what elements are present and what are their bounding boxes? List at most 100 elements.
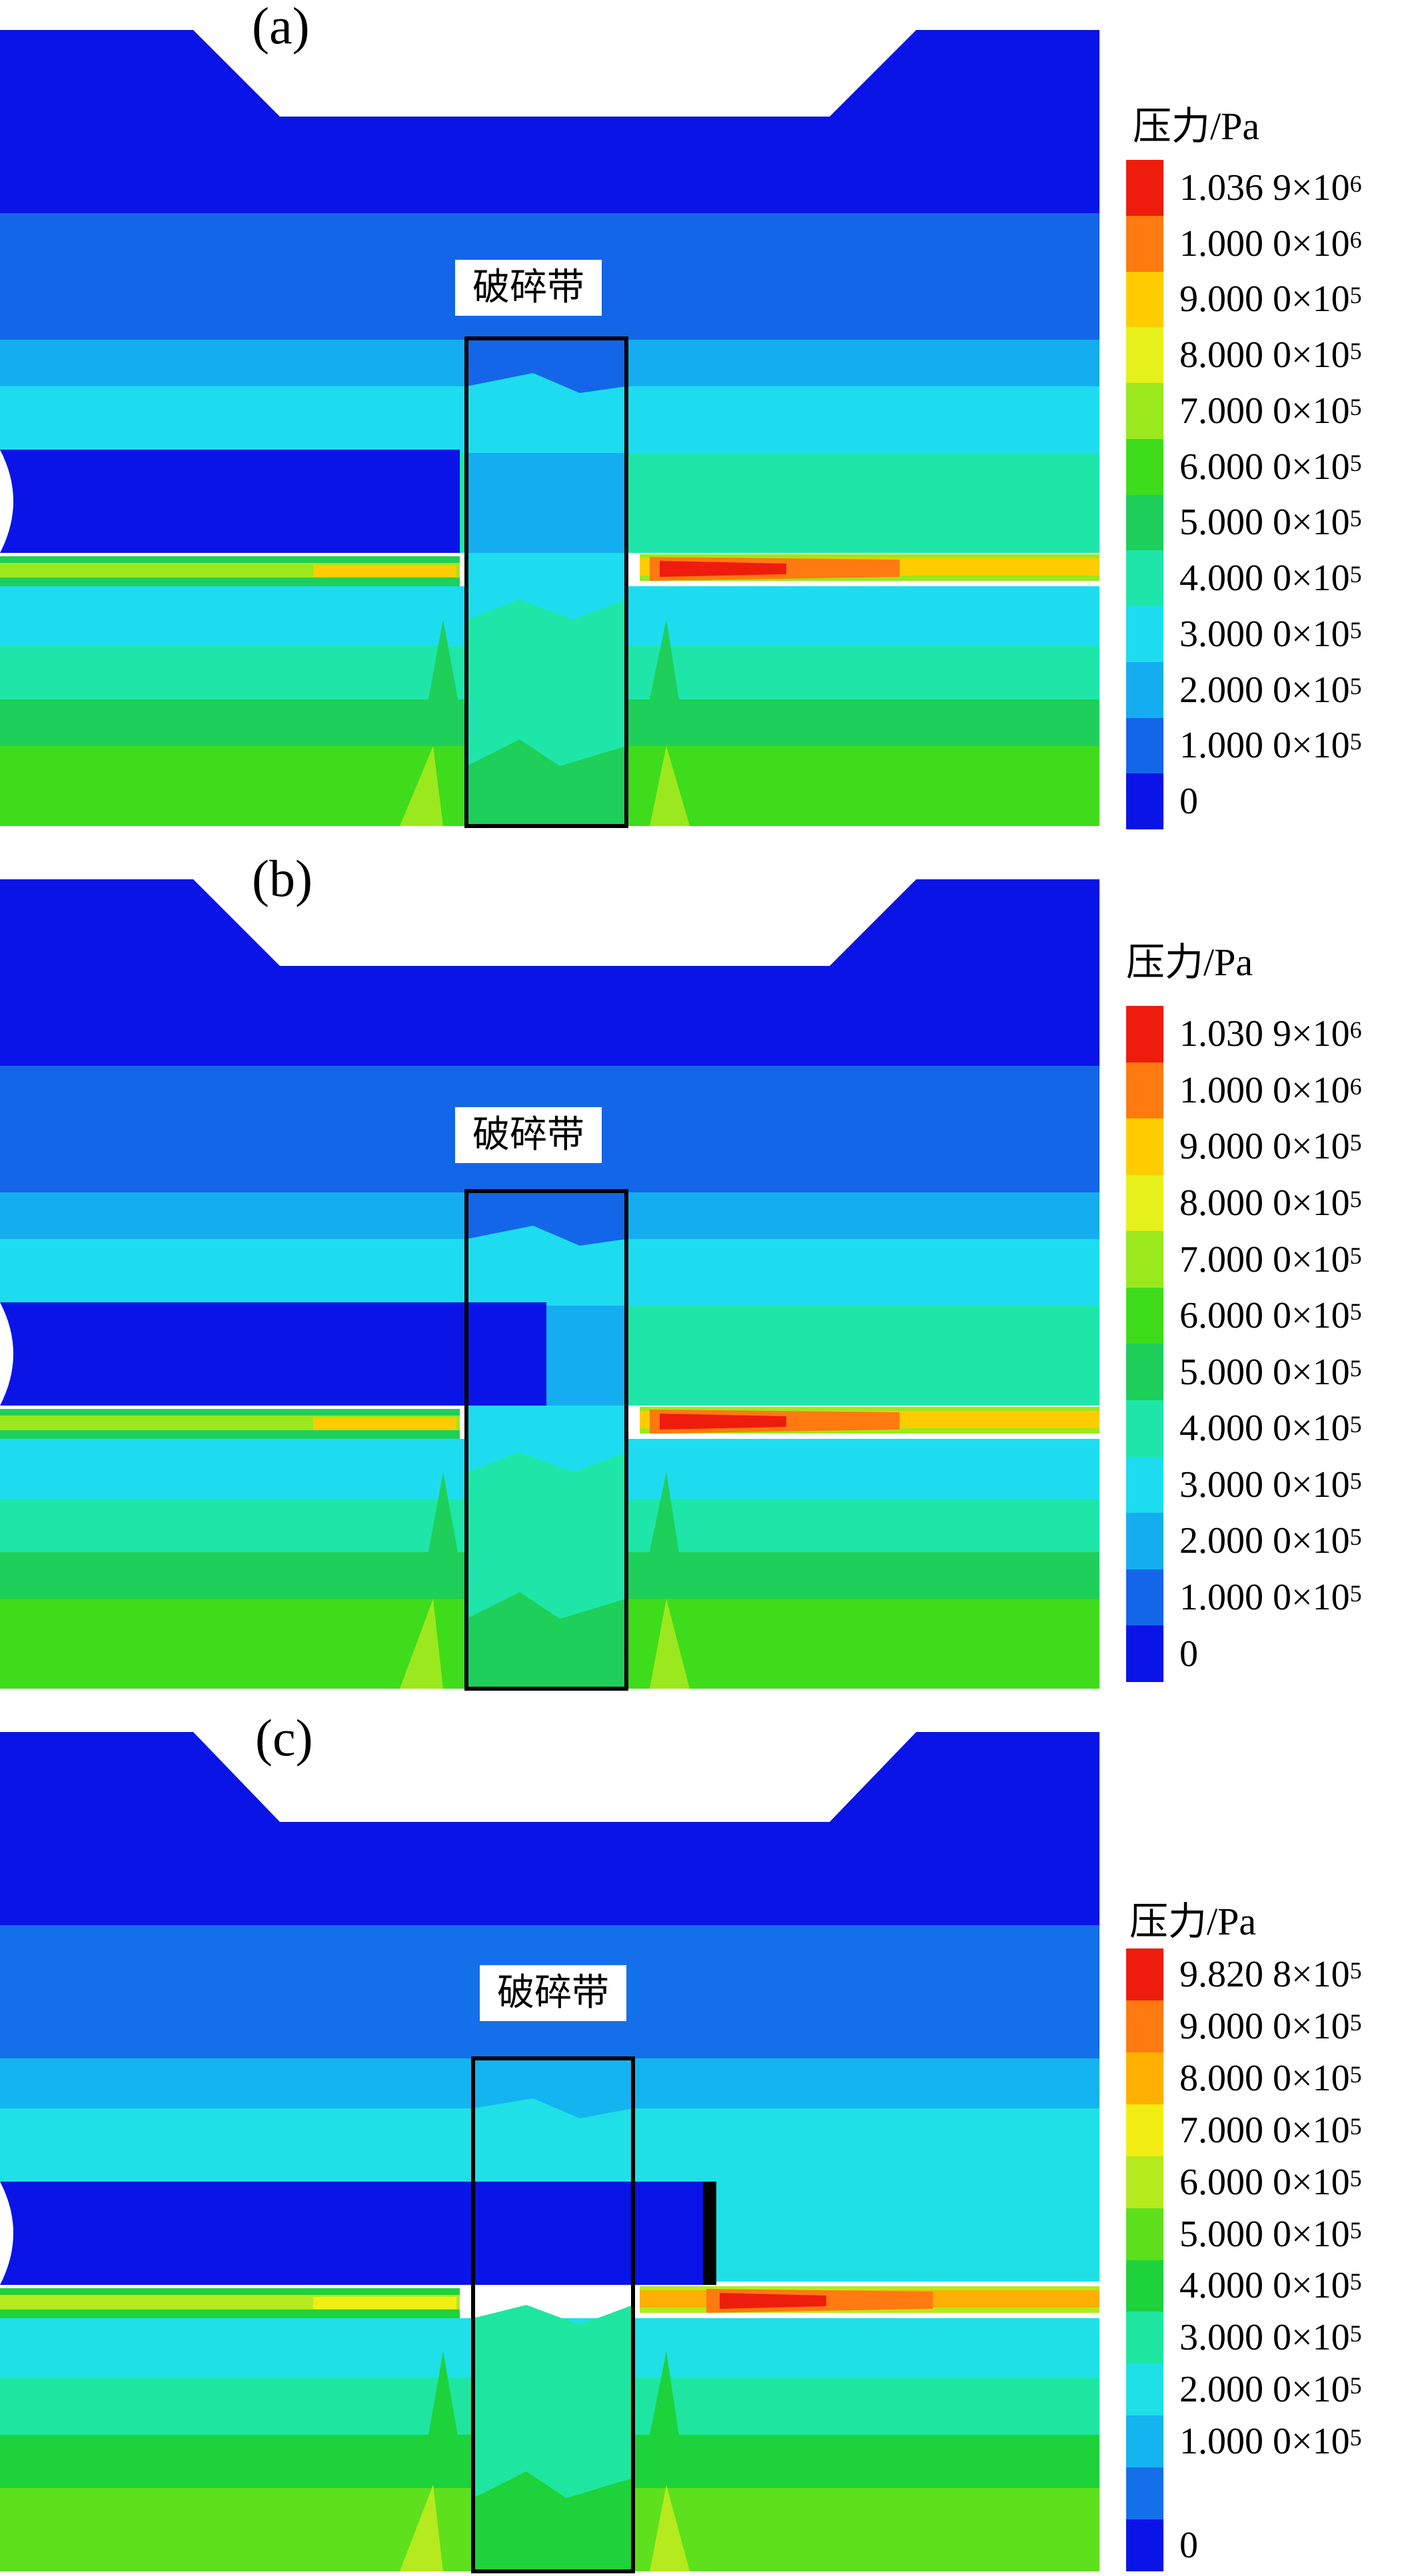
legend-tick-base: 10 [1312, 222, 1350, 264]
legend-tick-label: 5.000 0 × 10 5 [1179, 1351, 1362, 1393]
legend-swatch [1126, 2415, 1163, 2468]
legend-tick-label: 9.820 8 × 10 5 [1179, 1953, 1362, 1995]
legend-tick-times: × [1291, 1351, 1313, 1393]
legend-tick-times: × [1291, 334, 1313, 376]
legend-tick-mantissa: 8.000 0 [1179, 1182, 1291, 1224]
fault-zone-middle [466, 453, 626, 553]
legend-tick-base: 10 [1312, 1182, 1350, 1224]
legend-tick-base: 10 [1312, 2109, 1350, 2151]
pressure-peak-right [650, 746, 690, 826]
legend-swatch [1126, 215, 1163, 272]
legend-tick-label: 9.000 0 × 10 5 [1179, 278, 1362, 320]
ground-surface-layer [0, 1732, 1099, 1925]
legend-tick-base: 10 [1312, 1351, 1350, 1393]
tunnel-face-right [703, 2182, 716, 2285]
legend-tick-mantissa: 9.000 0 [1179, 1126, 1291, 1168]
legend-tick-times: × [1291, 1520, 1313, 1562]
legend-colorbar [1126, 1948, 1163, 2572]
legend-tick-times: × [1291, 2421, 1313, 2463]
tunnel-bore [0, 450, 460, 553]
legend-tick-times: × [1291, 2057, 1313, 2099]
legend-tick-label: 3.000 0 × 10 5 [1179, 2317, 1362, 2359]
legend-tick-times: × [1291, 613, 1313, 655]
pressure-contour-plot [0, 879, 1099, 1691]
legend-tick-times: × [1291, 2317, 1313, 2359]
pressure-peak-left [400, 2485, 443, 2571]
legend-tick-base: 10 [1312, 2057, 1350, 2099]
legend-tick-times: × [1291, 1238, 1313, 1280]
fault-zone-label: 破碎带 [455, 1107, 602, 1163]
legend-tick-mantissa: 9.000 0 [1179, 278, 1291, 320]
fault-zone-label: 破碎带 [455, 260, 602, 316]
legend-tick-times: × [1291, 669, 1313, 711]
legend-title-cn: 压力 [1126, 939, 1204, 985]
pressure-contour-plot [0, 1732, 1099, 2573]
legend-tick-times: × [1291, 1295, 1313, 1337]
legend-tick-label: 1.036 9 × 10 6 [1179, 167, 1362, 209]
legend-tick-label: 1.030 9 × 10 6 [1179, 1013, 1362, 1055]
tunnel-bore [0, 2182, 713, 2285]
ground-surface-layer [0, 879, 1099, 1066]
legend-ticks: 1.036 9 × 10 6 1.000 0 × 10 6 9.000 0 × 10 5 8.000 0… [1179, 160, 1362, 829]
legend-tick-mantissa: 1.000 0 [1179, 1577, 1291, 1619]
pressure-peak-right [650, 1599, 690, 1689]
legend-tick-label: 7.000 0 × 10 5 [1179, 390, 1362, 432]
panel-label: (a) [252, 0, 310, 55]
legend-swatch [1126, 438, 1163, 495]
legend-tick-base: 10 [1312, 1069, 1350, 1111]
legend-tick-label: 6.000 0 × 10 5 [1179, 446, 1362, 488]
legend-tick-base: 10 [1312, 2161, 1350, 2203]
legend-swatch [1126, 2467, 1163, 2520]
legend-tick-base: 10 [1312, 613, 1350, 655]
legend-tick-base: 10 [1312, 558, 1350, 600]
panel-b: (b) 破碎带 压力/Pa 1.030 9 × 10 6 1.000 0 × 10 6 9.00… [0, 853, 1412, 1699]
legend-tick-base: 10 [1312, 1577, 1350, 1619]
legend-tick-times: × [1291, 1182, 1313, 1224]
legend-tick-mantissa: 0 [1179, 1633, 1198, 1675]
legend-tick-base: 10 [1312, 167, 1350, 209]
pressure-peak-left [400, 746, 443, 826]
legend-tick-mantissa: 0 [1179, 2525, 1198, 2567]
pressure-ridge-right [640, 620, 686, 746]
legend-tick-times: × [1291, 1577, 1313, 1619]
legend-tick-label: 1.000 0 × 10 5 [1179, 2421, 1362, 2463]
lining-peak-left [313, 2297, 456, 2309]
fault-zone-upper [466, 1191, 626, 1246]
legend-swatch [1126, 773, 1163, 829]
legend-tick-label: 8.000 0 × 10 5 [1179, 2057, 1362, 2099]
legend-tick-mantissa: 6.000 0 [1179, 446, 1291, 488]
legend-swatch [1126, 1948, 1163, 2000]
tunnel-face-left [0, 2182, 13, 2285]
legend-swatch [1126, 1344, 1163, 1401]
legend-tick-times: × [1291, 558, 1313, 600]
legend-swatch [1126, 494, 1163, 551]
fault-zone-upper-dip [473, 2058, 633, 2118]
legend-tick-label: 0 [1179, 2519, 1362, 2571]
legend-swatch [1126, 1400, 1163, 1457]
legend-tick-label: 9.000 0 × 10 5 [1179, 2005, 1362, 2047]
legend-ticks: 1.030 9 × 10 6 1.000 0 × 10 6 9.000 0 × 10 5 8.000 0… [1179, 1006, 1362, 1682]
fault-zone-bottom [466, 739, 626, 826]
lining-peak-right-core [720, 2293, 826, 2309]
legend-tick-mantissa: 7.000 0 [1179, 1238, 1291, 1280]
legend-title-cn: 压力 [1133, 103, 1211, 149]
legend-tick-base: 10 [1312, 1238, 1350, 1280]
legend-tick-times: × [1291, 2005, 1313, 2047]
legend-tick-base: 10 [1312, 1464, 1350, 1505]
legend-tick-label: 2.000 0 × 10 5 [1179, 1520, 1362, 1562]
legend-tick-base: 10 [1312, 725, 1350, 767]
ground-surface-layer [0, 30, 1099, 213]
legend-tick-label: 6.000 0 × 10 5 [1179, 2161, 1362, 2203]
legend-swatch [1126, 160, 1163, 216]
legend-colorbar [1126, 160, 1163, 829]
legend-swatch [1126, 1118, 1163, 1175]
legend-tick-base: 10 [1312, 1408, 1350, 1450]
legend-swatch [1126, 2208, 1163, 2260]
legend-tick-base: 10 [1312, 1013, 1350, 1055]
legend-tick-mantissa: 1.030 9 [1179, 1013, 1291, 1055]
legend-tick-base: 10 [1312, 2265, 1350, 2307]
legend-tick-mantissa: 8.000 0 [1179, 2057, 1291, 2099]
legend-tick-times: × [1291, 446, 1313, 488]
legend-tick-mantissa: 0 [1179, 781, 1198, 823]
legend-tick-label: 0 [1179, 1625, 1362, 1682]
